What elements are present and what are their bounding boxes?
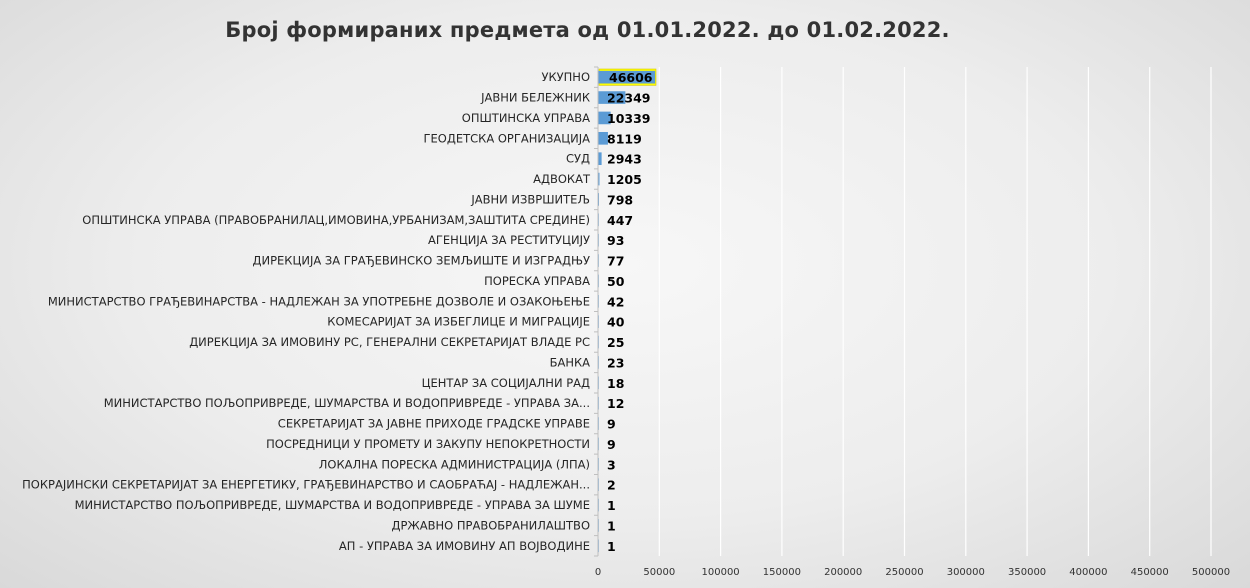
- bar: [598, 111, 611, 125]
- category-label: АП - УПРАВА ЗА ИМОВИНУ АП ВОЈВОДИНЕ: [339, 539, 590, 553]
- category-label: ОПШТИНСКА УПРАВА (ПРАВОБРАНИЛАЦ,ИМОВИНА,…: [82, 213, 590, 227]
- x-tick-label: 50000: [643, 567, 675, 578]
- category-label: АГЕНЦИЈА ЗА РЕСТИТУЦИЈУ: [428, 233, 590, 247]
- chart-title: Број формираних предмета од 01.01.2022. …: [225, 18, 950, 42]
- category-label: ДИРЕКЦИЈА ЗА ИМОВИНУ РС, ГЕНЕРАЛНИ СЕКРЕ…: [189, 335, 590, 349]
- data-label: 8119: [607, 131, 642, 146]
- category-label: МИНИСТАРСТВО ПОЉОПРИВРЕДЕ, ШУМАРСТВА И В…: [104, 396, 590, 410]
- data-label: 1205: [607, 172, 642, 187]
- data-label: 40: [607, 315, 625, 330]
- x-tick-label: 150000: [763, 567, 801, 578]
- bar: [598, 131, 608, 145]
- data-label: 23: [607, 355, 624, 370]
- data-label: 798: [607, 192, 633, 207]
- x-tick-label: 400000: [1069, 567, 1107, 578]
- bar: [598, 172, 600, 186]
- category-axis: [594, 66, 599, 557]
- category-label: АДВОКАТ: [533, 172, 591, 186]
- category-label: МИНИСТАРСТВО ПОЉОПРИВРЕДЕ, ШУМАРСТВА И В…: [75, 498, 590, 512]
- data-label: 46606: [609, 70, 653, 85]
- category-label: БАНКА: [550, 355, 591, 369]
- data-label: 77: [607, 254, 624, 269]
- category-labels: УКУПНО ЈАВНИ БЕЛЕЖНИК ОПШТИНСКА УПРАВА ГЕОД…: [22, 70, 591, 553]
- data-label: 12: [607, 396, 624, 411]
- category-label: ЈАВНИ ИЗВРШИТЕЉ: [470, 192, 590, 206]
- x-tick-label: 300000: [947, 567, 985, 578]
- data-label: 3: [607, 457, 616, 472]
- data-label: 18: [607, 376, 624, 391]
- x-tick-label: 250000: [885, 567, 923, 578]
- data-label: 2943: [607, 152, 642, 167]
- category-label: ДРЖАВНО ПРАВОБРАНИЛАШТВО: [391, 518, 590, 532]
- category-label: ГЕОДЕТСКА ОРГАНИЗАЦИЈА: [424, 131, 591, 145]
- data-label: 9: [607, 437, 616, 452]
- bar: [598, 152, 602, 166]
- category-label: ЦЕНТАР ЗА СОЦИЈАЛНИ РАД: [422, 376, 590, 390]
- category-label: ПОСРЕДНИЦИ У ПРОМЕТУ И ЗАКУПУ НЕПОКРЕТНО…: [266, 437, 590, 451]
- category-label: МИНИСТАРСТВО ГРАЂЕВИНАРСТВА - НАДЛЕЖАН З…: [48, 294, 590, 308]
- x-tick-labels: 0 50000 100000 150000 200000 250000 300000 3500…: [595, 567, 1230, 578]
- bar: [598, 91, 626, 104]
- data-labels: 4660622349103398119294312057984479377504…: [607, 70, 653, 554]
- category-label: ЈАВНИ БЕЛЕЖНИК: [480, 91, 590, 105]
- data-label: 22349: [607, 91, 651, 106]
- category-label: ЛОКАЛНА ПОРЕСКА АДМИНИСТРАЦИЈА (ЛПА): [319, 457, 590, 471]
- category-label: ПОКРАЈИНСКИ СЕКРЕТАРИЈАТ ЗА ЕНЕРГЕТИКУ, …: [22, 478, 590, 492]
- x-tick-label: 100000: [702, 567, 740, 578]
- category-label: ПОРЕСКА УПРАВА: [484, 274, 590, 288]
- data-label: 447: [607, 213, 633, 228]
- data-label: 1: [607, 539, 616, 554]
- category-label: ДИРЕКЦИЈА ЗА ГРАЂЕВИНСКО ЗЕМЉИШТЕ И ИЗГР…: [253, 254, 591, 268]
- x-tick-label: 200000: [824, 567, 862, 578]
- category-label: УКУПНО: [541, 70, 590, 84]
- data-label: 10339: [607, 111, 651, 126]
- data-label: 50: [607, 274, 625, 289]
- category-label: СУД: [566, 152, 590, 166]
- x-tick-label: 500000: [1192, 567, 1230, 578]
- bar: [598, 70, 656, 84]
- x-tick-label: 350000: [1008, 567, 1046, 578]
- x-tick-label: 450000: [1131, 567, 1169, 578]
- data-label: 1: [607, 518, 616, 533]
- category-label: КОМЕСАРИЈАТ ЗА ИЗБЕГЛИЦЕ И МИГРАЦИЈЕ: [327, 315, 590, 329]
- data-label: 42: [607, 294, 624, 309]
- category-label: ОПШТИНСКА УПРАВА: [462, 111, 590, 125]
- gridlines: [658, 67, 1212, 556]
- data-label: 25: [607, 335, 624, 350]
- data-label: 9: [607, 417, 616, 432]
- data-label: 93: [607, 233, 624, 248]
- data-label: 2: [607, 478, 616, 493]
- category-label: СЕКРЕТАРИЈАТ ЗА ЈАВНЕ ПРИХОДЕ ГРАДСКЕ УП…: [278, 417, 590, 431]
- x-tick-label: 0: [595, 567, 601, 578]
- data-label: 1: [607, 498, 616, 513]
